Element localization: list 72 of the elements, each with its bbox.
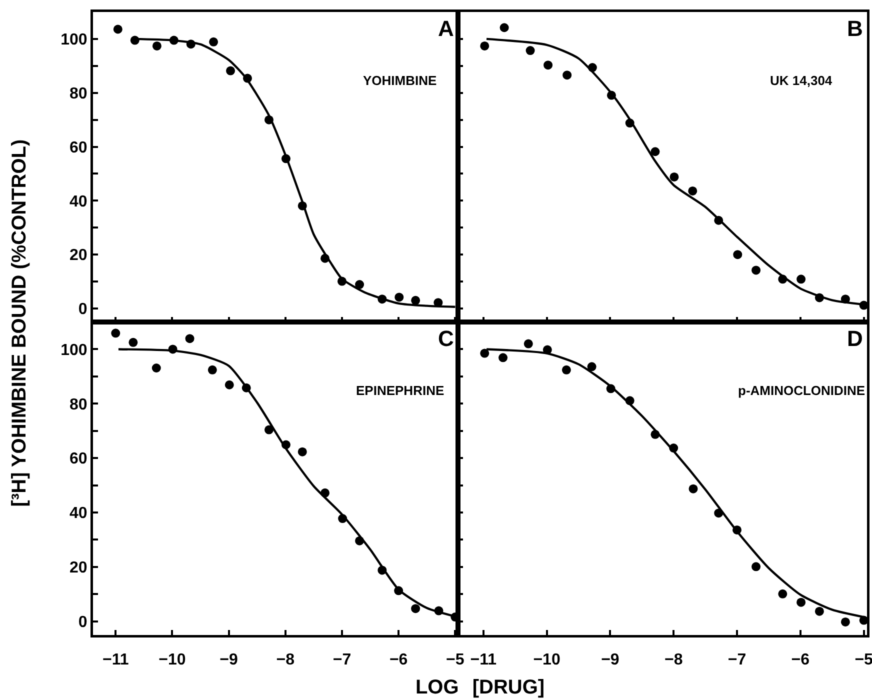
x-tick-label: −9 (220, 652, 238, 669)
point (524, 339, 533, 348)
point (224, 380, 234, 390)
point (480, 348, 490, 358)
x-tick-label: −8 (664, 652, 683, 669)
point (411, 604, 420, 614)
point (562, 70, 572, 80)
point (752, 562, 761, 572)
annotation: C (438, 326, 454, 351)
point (796, 274, 806, 284)
x-tick-label: −8 (276, 652, 295, 669)
y-tick-label: 40 (70, 193, 88, 210)
annotation: UK 14,304 (770, 73, 833, 88)
annotation: D (847, 326, 863, 351)
point (814, 606, 824, 616)
point (526, 46, 535, 56)
point (670, 172, 679, 182)
point (650, 147, 660, 156)
point (152, 364, 161, 372)
y-tick-label: 100 (60, 342, 88, 359)
annotation: A (438, 16, 454, 41)
y-tick-label: 60 (70, 450, 88, 468)
point (498, 353, 508, 362)
point (840, 617, 850, 626)
point (688, 484, 698, 494)
y-tick-label: 100 (60, 32, 88, 49)
x-tick-label: −7 (728, 652, 746, 669)
y-tick-label: 60 (70, 139, 88, 156)
y-tick-label: 80 (70, 396, 88, 414)
annotation: B (847, 16, 863, 41)
x-tick-label: −5 (446, 652, 464, 669)
x-tick-label: −9 (601, 652, 620, 669)
point (796, 598, 806, 607)
point (733, 250, 742, 260)
point (111, 328, 120, 338)
point (544, 60, 553, 70)
annotation: EPINEPHRINE (356, 383, 444, 398)
point (394, 292, 404, 302)
x-tick-label: −10 (533, 652, 560, 669)
annotation: p-AMINOCLONIDINE (738, 383, 866, 398)
point (500, 23, 509, 32)
y-tick-label: 20 (70, 247, 88, 264)
y-axis-title: [³H] YOHIMBINE BOUND (%CONTROL) (8, 139, 32, 507)
point (128, 338, 138, 347)
point (752, 266, 761, 275)
x-tick-label: −11 (102, 652, 129, 669)
x-axis-title: LOG [DRUG] (415, 676, 545, 700)
point (298, 447, 307, 456)
point (562, 365, 571, 374)
y-tick-label: 0 (78, 301, 88, 318)
point (355, 280, 364, 290)
y-tick-label: 20 (70, 560, 88, 577)
point (208, 365, 217, 374)
point (688, 186, 698, 196)
point (113, 24, 122, 34)
point (480, 41, 490, 50)
point (411, 296, 420, 305)
y-tick-label: 80 (70, 85, 88, 102)
x-tick-label: −6 (791, 652, 810, 669)
x-tick-label: −7 (332, 652, 352, 669)
x-tick-label: −10 (158, 652, 186, 669)
point (587, 362, 596, 372)
point (226, 66, 236, 76)
point (209, 37, 218, 46)
y-tick-label: 0 (78, 614, 88, 631)
annotation: YOHIMBINE (363, 73, 437, 88)
y-tick-label: 40 (70, 505, 88, 522)
x-tick-label: −11 (470, 652, 497, 669)
point (152, 41, 162, 50)
point (185, 334, 194, 344)
point (778, 589, 788, 598)
x-tick-label: −6 (389, 652, 408, 669)
